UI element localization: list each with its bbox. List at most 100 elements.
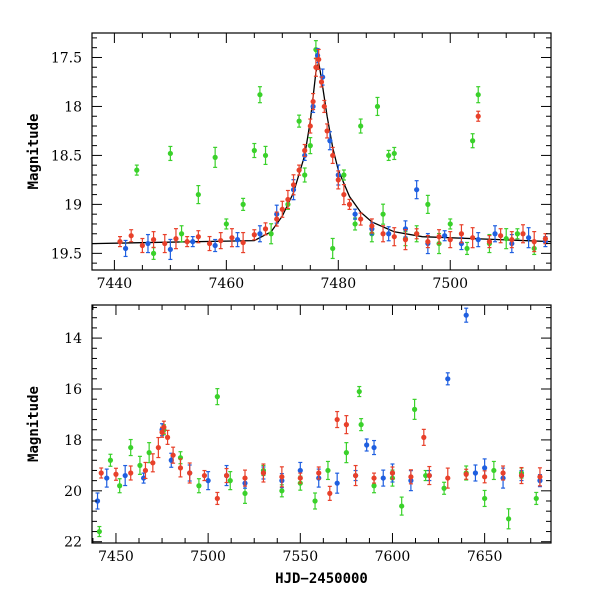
bottom-point [506,508,512,530]
bottom-point [214,491,220,506]
bottom-point [96,525,102,538]
top-point [162,233,168,254]
top-point [486,234,493,249]
bottom-point [408,469,414,485]
top-y-tick-label: 18.5 [51,148,82,164]
bottom-point [389,466,396,480]
bottom-point [426,465,432,486]
top-point [218,232,224,250]
bottom-point [343,442,349,464]
bottom-point [423,469,429,482]
bottom-point [327,485,333,501]
top-point [262,145,269,166]
bottom-point [537,467,543,487]
bottom-point [297,472,303,484]
top-point [341,183,347,206]
top-point [234,232,241,248]
top-series-1 [122,47,549,261]
bottom-x-tick-label: 7450 [98,549,134,565]
bottom-point [316,466,322,480]
top-point [352,208,358,220]
top-point [369,218,375,234]
top-point [150,246,157,260]
bottom-point [201,469,208,482]
top-point [386,149,392,162]
top-axes-frame [91,32,552,271]
top-series-0 [117,48,549,254]
bottom-point [500,465,506,481]
top-point [257,225,263,243]
bottom-x-axis-label: HJD−2450000 [275,571,368,587]
top-point [380,203,386,225]
bottom-series-0 [98,410,543,506]
top-point [447,231,453,249]
bottom-y-axis-label: Magnitude [26,386,42,462]
bottom-point [196,478,202,494]
top-point [447,218,453,230]
top-point [206,235,213,252]
top-point [374,96,381,117]
bottom-point [411,398,418,420]
top-point [122,239,129,258]
bottom-series-2 [96,385,539,538]
bottom-point [137,455,143,475]
top-y-tick-label: 19.5 [51,246,82,262]
top-point [290,174,297,196]
top-point [330,146,336,165]
bottom-point [312,492,318,510]
bottom-point [128,465,134,481]
bottom-x-tick-label: 7550 [282,549,318,565]
bottom-point [371,472,377,484]
top-point [223,218,229,230]
top-y-tick-label: 17.5 [51,50,82,66]
top-point [307,137,313,155]
top-point [279,200,285,218]
top-point [318,76,325,88]
top-point [324,123,330,139]
top-point [358,118,364,134]
bottom-point [113,467,119,481]
top-point [514,228,521,240]
top-point [240,231,246,254]
top-point [531,230,537,253]
top-point [475,86,481,104]
top-point [307,118,313,134]
top-point [139,237,145,254]
top-point [321,99,327,114]
bottom-point [358,418,364,432]
top-y-tick-label: 18 [64,99,82,115]
bottom-point [421,428,427,446]
top-point [296,114,302,128]
top-x-tick-label: 7460 [209,276,245,292]
bottom-point [533,491,539,506]
top-point [341,169,347,181]
bottom-x-tick-label: 7600 [375,549,411,565]
top-point [509,231,515,249]
top-point [240,197,246,211]
top-point [195,184,201,205]
top-point [475,232,481,248]
bottom-point [463,468,469,480]
bottom-point [155,436,161,459]
bottom-point [128,438,134,457]
top-x-tick-label: 7480 [320,276,356,292]
bottom-point [472,464,479,482]
top-point [470,133,476,149]
bottom-point [150,453,156,473]
bottom-point [107,453,114,467]
bottom-point [187,462,193,484]
top-point [498,228,504,244]
top-point [251,142,257,159]
top-point [436,229,442,245]
bottom-point [482,470,488,484]
bottom-x-tick-label: 7650 [467,549,503,565]
top-point [167,238,173,261]
bottom-point [146,442,152,464]
bottom-y-tick-label: 16 [64,382,82,398]
top-x-tick-label: 7440 [97,276,133,292]
top-point [425,194,431,214]
top-point [313,57,319,77]
bottom-point [227,471,233,491]
top-point [503,228,509,250]
top-point [414,228,420,240]
